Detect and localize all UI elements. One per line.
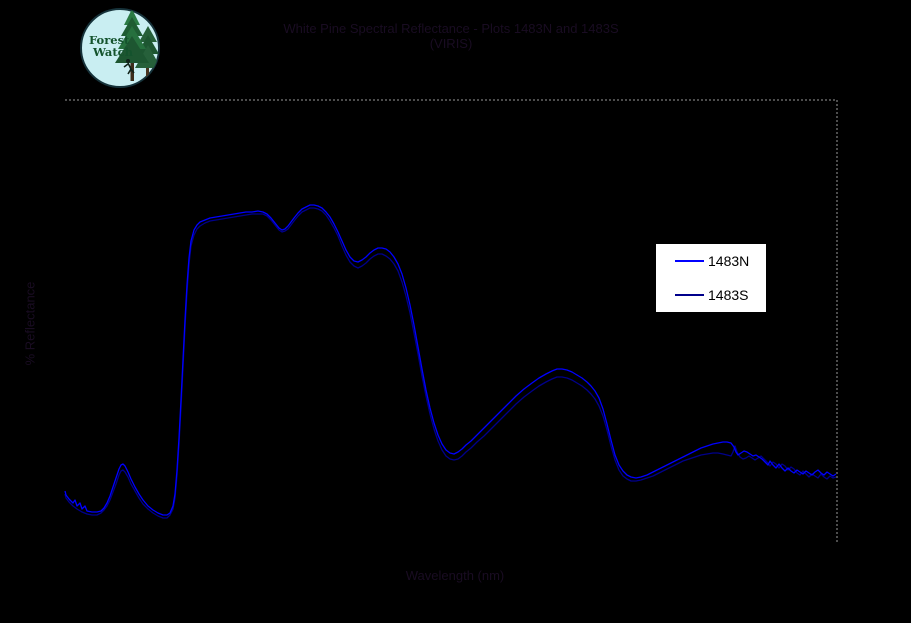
legend-label-1483S: 1483S [708,287,749,303]
legend-label-1483N: 1483N [708,253,750,269]
chart-title: White Pine Spectral Reflectance - Plots … [65,21,837,51]
legend-line-swatch-1483S [675,294,704,296]
logo-trees [115,9,159,81]
x-axis-label: Wavelength (nm) [405,568,505,583]
logo-text-watch: Watch [92,45,134,59]
forest-watch-logo: Forest Watch [80,8,160,88]
logo-text-forest: Forest [89,33,130,47]
chart-title-line1: White Pine Spectral Reflectance - Plots … [283,21,619,36]
legend-entry-1483N: 1483N [656,246,766,276]
legend-box: 1483N 1483S [656,244,766,312]
climber-figure [123,59,135,75]
legend-line-swatch-1483N [675,260,704,262]
series-line-1483N [64,204,837,516]
legend-entry-1483S: 1483S [656,280,766,310]
chart-title-line2: (VIRIS) [429,36,473,51]
